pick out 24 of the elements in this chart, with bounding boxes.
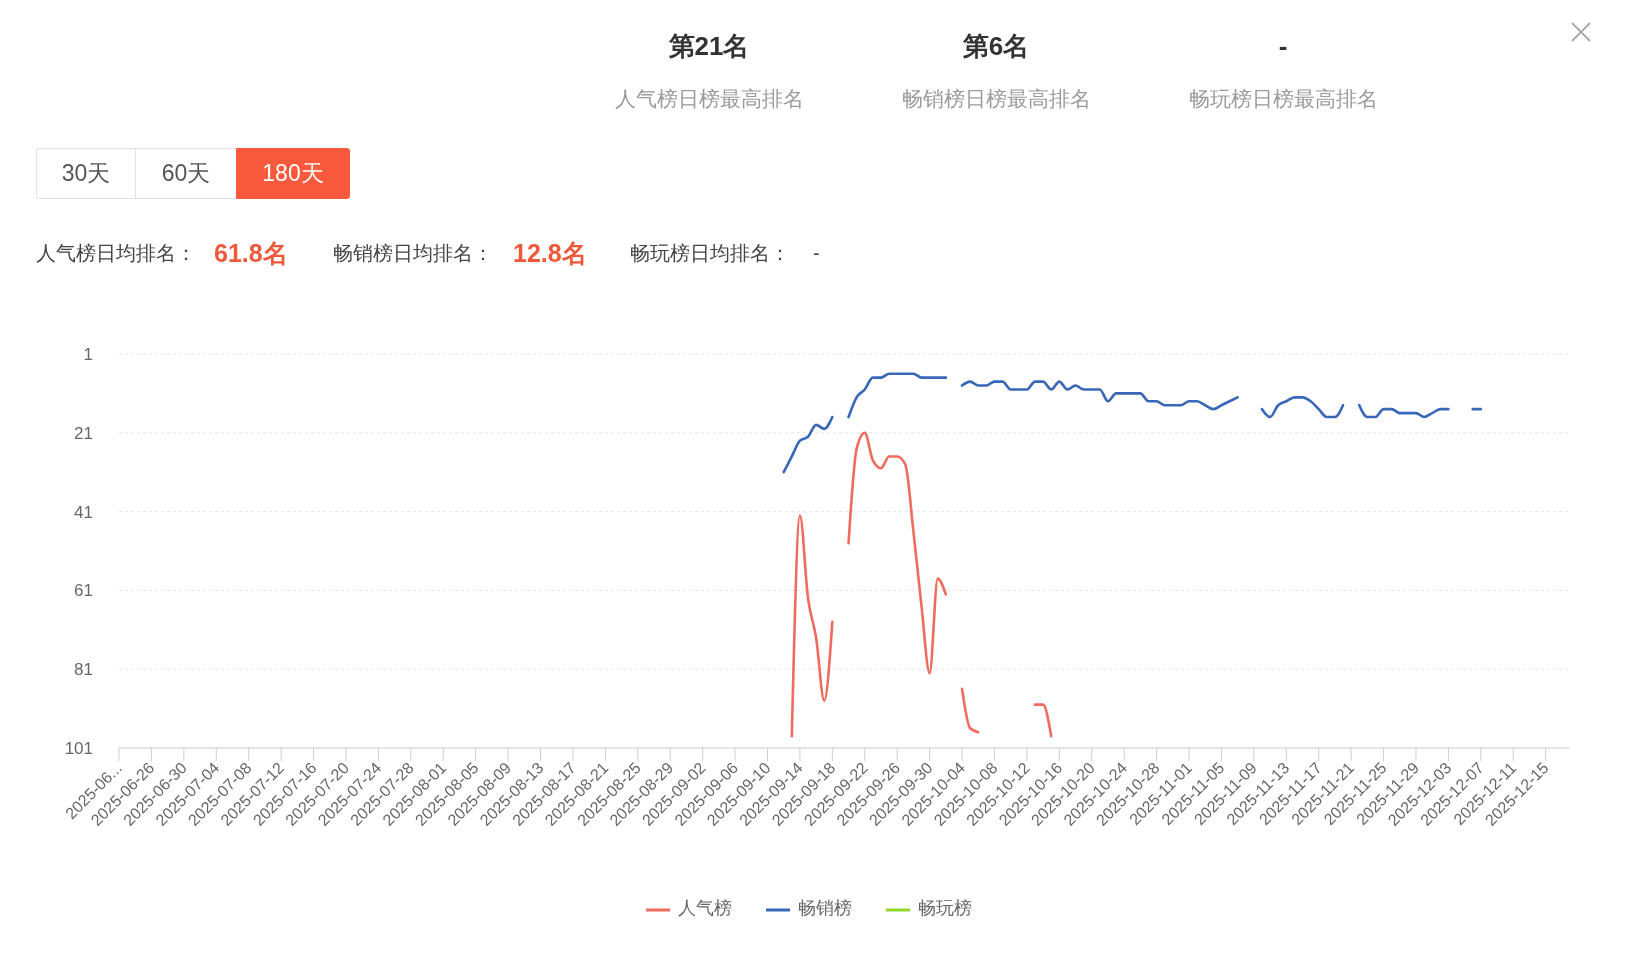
y-tick-label: 1 [83,345,93,365]
text: 180天 [236,148,350,199]
text: - [1277,30,1289,62]
text: 60天 [135,148,236,199]
y-tick-label: 61 [74,581,93,601]
text: 第21名 [667,30,751,62]
y-tick-label: 101 [64,739,93,759]
legend-label: 畅玩榜 [916,898,972,918]
text: 人气榜日榜最高排名 [613,86,805,112]
text: 12.8名 [513,238,587,269]
text: 畅玩榜日榜最高排名 [1187,86,1379,112]
text: 61.8名 [214,238,288,269]
text: 人气榜日均排名： [36,241,196,266]
y-tick-label: 21 [74,423,93,443]
text: 畅销榜日均排名： [333,241,493,266]
text: 第6名 [961,30,1031,62]
legend-label: 畅销榜 [796,898,852,918]
legend-label: 人气榜 [676,898,732,918]
text: - [813,241,820,266]
y-tick-label: 41 [74,502,93,522]
y-tick-label: 81 [74,660,93,680]
text: 畅玩榜日均排名： [630,241,790,266]
text: 30天 [36,148,135,199]
text: 畅销榜日榜最高排名 [900,86,1092,112]
